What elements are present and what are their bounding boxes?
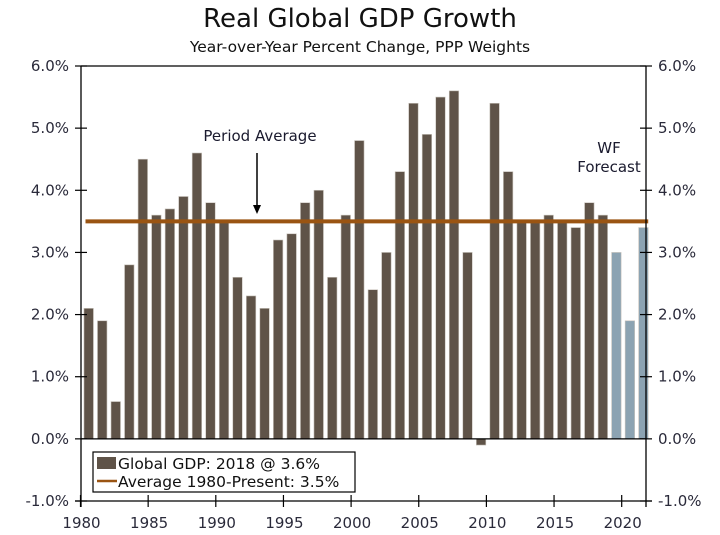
- gdp-bar: [462, 252, 473, 440]
- gdp-bar: [218, 221, 230, 440]
- gdp-bar: [83, 308, 94, 440]
- chart-title: Real Global GDP Growth: [203, 4, 517, 34]
- gdp-bar: [151, 214, 162, 440]
- gdp-bar: [421, 134, 433, 440]
- legend: Global GDP: 2018 @ 3.6%Average 1980-Pres…: [92, 451, 356, 493]
- legend-swatch-gdp: [97, 457, 116, 469]
- gdp-bar: [367, 289, 378, 440]
- gdp-bar: [137, 158, 148, 440]
- gdp-bar: [164, 208, 175, 440]
- x-tick-label: 2015: [536, 514, 574, 532]
- gdp-bar: [435, 96, 446, 440]
- x-tick-label: 2005: [401, 514, 439, 532]
- gdp-bar: [543, 214, 554, 440]
- y-tick-label-right: 3.0%: [658, 243, 696, 261]
- gdp-bar: [340, 214, 351, 440]
- y-tick-label-right: 0.0%: [658, 430, 696, 448]
- legend-label-gdp: Global GDP: 2018 @ 3.6%: [118, 455, 320, 473]
- gdp-bar: [205, 202, 216, 440]
- gdp-bar: [300, 202, 311, 440]
- gdp-bar: [489, 102, 500, 440]
- gdp-bar: [530, 221, 541, 440]
- forecast-bar: [638, 227, 649, 440]
- x-tick-label: 2010: [468, 514, 506, 532]
- gdp-bar: [503, 171, 514, 440]
- bars-group: [83, 90, 649, 446]
- chart-subtitle: Year-over-Year Percent Change, PPP Weigh…: [189, 38, 531, 56]
- gdp-bar: [597, 214, 608, 440]
- gdp-bar: [313, 189, 324, 440]
- x-tick-label: 1995: [265, 514, 303, 532]
- gdp-bar: [273, 239, 284, 440]
- forecast-annotation-line2: Forecast: [577, 158, 641, 176]
- y-tick-label-right: -1.0%: [658, 492, 702, 510]
- y-tick-label-left: 2.0%: [31, 306, 69, 324]
- y-tick-label-left: 6.0%: [31, 57, 69, 75]
- legend-label-average: Average 1980-Present: 3.5%: [118, 473, 339, 491]
- y-tick-label-left: 4.0%: [31, 181, 69, 199]
- gdp-bar: [286, 233, 297, 440]
- forecast-annotation-line1: WF: [597, 139, 620, 157]
- forecast-bar: [611, 252, 622, 440]
- x-tick-label: 1990: [198, 514, 236, 532]
- gdp-bar: [584, 202, 595, 440]
- gdp-bar: [448, 90, 460, 440]
- gdp-bar: [110, 401, 121, 440]
- period-average-annotation: Period Average: [203, 127, 316, 145]
- legend-box: [92, 451, 356, 493]
- gdp-bar: [178, 196, 189, 440]
- gdp-bar: [557, 221, 568, 440]
- gdp-bar: [97, 320, 108, 440]
- arrowhead-icon: [253, 205, 261, 214]
- y-tick-label-right: 5.0%: [658, 119, 696, 137]
- y-tick-label-right: 2.0%: [658, 306, 696, 324]
- gdp-bar: [394, 171, 405, 440]
- y-tick-label-right: 4.0%: [658, 181, 696, 199]
- gdp-bar: [124, 264, 135, 440]
- gdp-bar: [246, 295, 257, 440]
- x-tick-label: 2000: [333, 514, 371, 532]
- y-tick-label-left: 5.0%: [31, 119, 69, 137]
- axes-group: -1.0% -1.0% 0.0% 0.0% 1.0% 1.0% 2.0% 2.0% 3.0% 3.…: [25, 57, 701, 532]
- x-tick-label: 1985: [130, 514, 168, 532]
- y-tick-label-left: 0.0%: [31, 430, 69, 448]
- y-tick-label-right: 1.0%: [658, 368, 696, 386]
- forecast-bar: [624, 320, 635, 440]
- gdp-bar: [327, 276, 338, 440]
- gdp-bar: [570, 227, 581, 440]
- gdp-bar: [232, 276, 243, 440]
- gdp-bar: [381, 252, 392, 440]
- gdp-bar: [259, 308, 270, 440]
- gdp-bar: [516, 221, 527, 440]
- x-tick-label: 1980: [62, 514, 100, 532]
- y-tick-label-left: 1.0%: [31, 368, 69, 386]
- gdp-bar: [191, 152, 202, 440]
- y-tick-label-right: 6.0%: [658, 57, 696, 75]
- gdp-bar: [408, 102, 419, 440]
- gdp-bar: [354, 140, 365, 440]
- gdp-bar: [476, 438, 487, 446]
- x-tick-label: 2020: [604, 514, 642, 532]
- y-tick-label-left: 3.0%: [31, 243, 69, 261]
- y-tick-label-left: -1.0%: [25, 492, 69, 510]
